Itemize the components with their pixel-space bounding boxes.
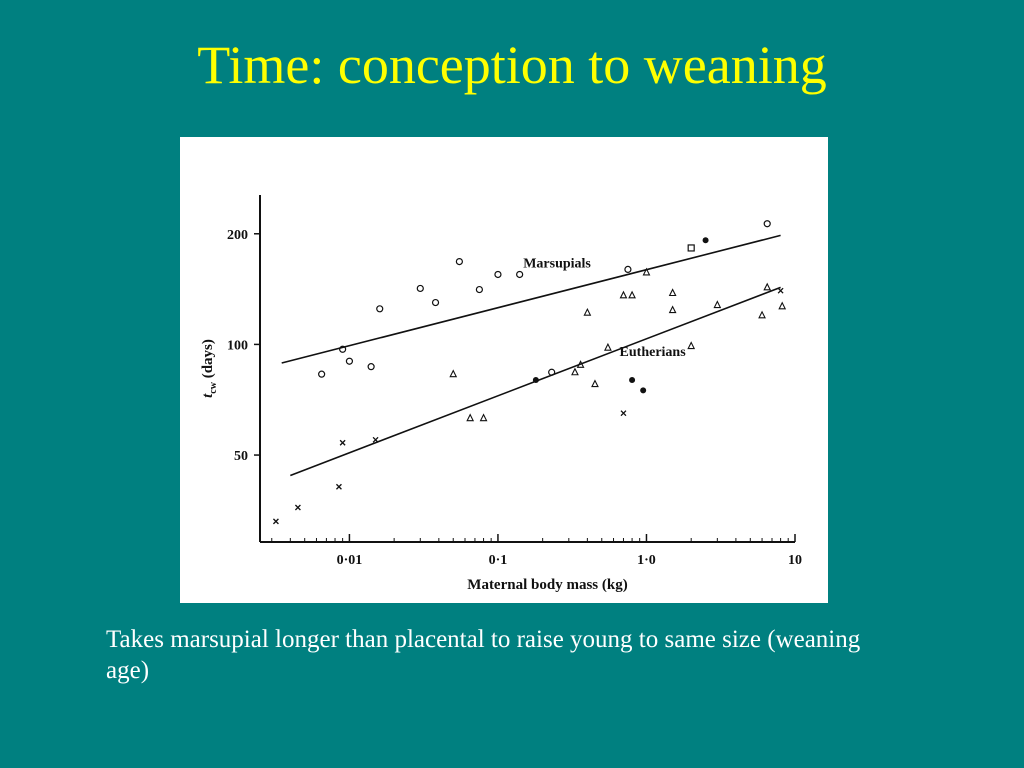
eutherian-point (466, 413, 475, 422)
eutherian-point (479, 413, 488, 422)
x-axis-label: Maternal body mass (kg) (467, 577, 627, 593)
marsupial-point (416, 284, 424, 293)
y-tick-label: 200 (227, 228, 248, 243)
chart-axes: 50 100 200 0·01 0·1 1·0 10 (227, 195, 802, 568)
eutherian-point (668, 305, 677, 314)
marsupial-point (624, 265, 632, 273)
eutherian-point (628, 290, 636, 299)
eutherian-point (763, 282, 772, 291)
eutherian-point (758, 310, 766, 319)
x-tick-label: 0·01 (337, 553, 363, 568)
series-annotation: Marsupials (523, 256, 591, 271)
eutherian-point (619, 290, 628, 299)
x-tick-label: 0·1 (489, 553, 508, 568)
eutherian-point (713, 300, 722, 309)
marsupial-point (367, 363, 375, 371)
chart-figure: 50 100 200 0·01 0·1 1·0 10 Maternal body mass … (180, 137, 828, 603)
eutherian-point (339, 439, 346, 446)
marsupial-point (376, 305, 384, 313)
eutherian-point (449, 369, 458, 378)
eutherian-point (571, 367, 579, 376)
marsupial-point (687, 244, 695, 252)
marsupial-point (548, 368, 556, 376)
marsupial-point (763, 220, 771, 228)
eutherian-point (642, 267, 651, 276)
slide-title: Time: conception to weaning (197, 35, 827, 95)
eutherian-point (591, 379, 599, 388)
marsupial-point (339, 345, 347, 353)
chart-labels: Maternal body mass (kg) tcw (days) Marsupi… (200, 256, 686, 593)
eutherian-point (640, 387, 647, 394)
marsupial-point (516, 270, 524, 279)
x-tick-label: 1·0 (637, 553, 656, 568)
y-axis-label: tcw (days) (200, 339, 219, 398)
eutherian-point (620, 410, 627, 417)
marsupial-point (318, 370, 326, 378)
series-annotation: Eutherians (620, 345, 687, 360)
marsupial-point (455, 258, 463, 266)
marsupial-point (345, 357, 354, 365)
eutherian-point (777, 287, 784, 294)
marsupial-point (475, 285, 483, 294)
eutherian-point (687, 341, 696, 350)
marsupial-point (431, 298, 440, 307)
slide-caption: Takes marsupial longer than placental to… (106, 626, 861, 684)
marsupial-point (702, 237, 709, 244)
eutherian-point (604, 342, 612, 351)
x-tick-label: 10 (788, 553, 802, 568)
eutherian-point (668, 288, 677, 297)
scatter-chart: 50 100 200 0·01 0·1 1·0 10 Maternal body mass … (200, 195, 802, 593)
eutherian-point (576, 360, 585, 368)
eutherian-point (294, 504, 301, 511)
eutherian-point (778, 301, 787, 310)
eutherian-point (629, 377, 636, 384)
eutherian-point (272, 518, 279, 525)
y-tick-label: 100 (227, 338, 248, 353)
eutherian-point (532, 377, 539, 384)
data-points (272, 220, 787, 525)
eutherian-point (583, 307, 592, 316)
marsupial-point (494, 270, 502, 279)
fit-line-marsupials (281, 234, 781, 364)
eutherian-point (335, 483, 342, 490)
y-tick-label: 50 (234, 449, 248, 464)
eutherian-point (372, 436, 379, 443)
